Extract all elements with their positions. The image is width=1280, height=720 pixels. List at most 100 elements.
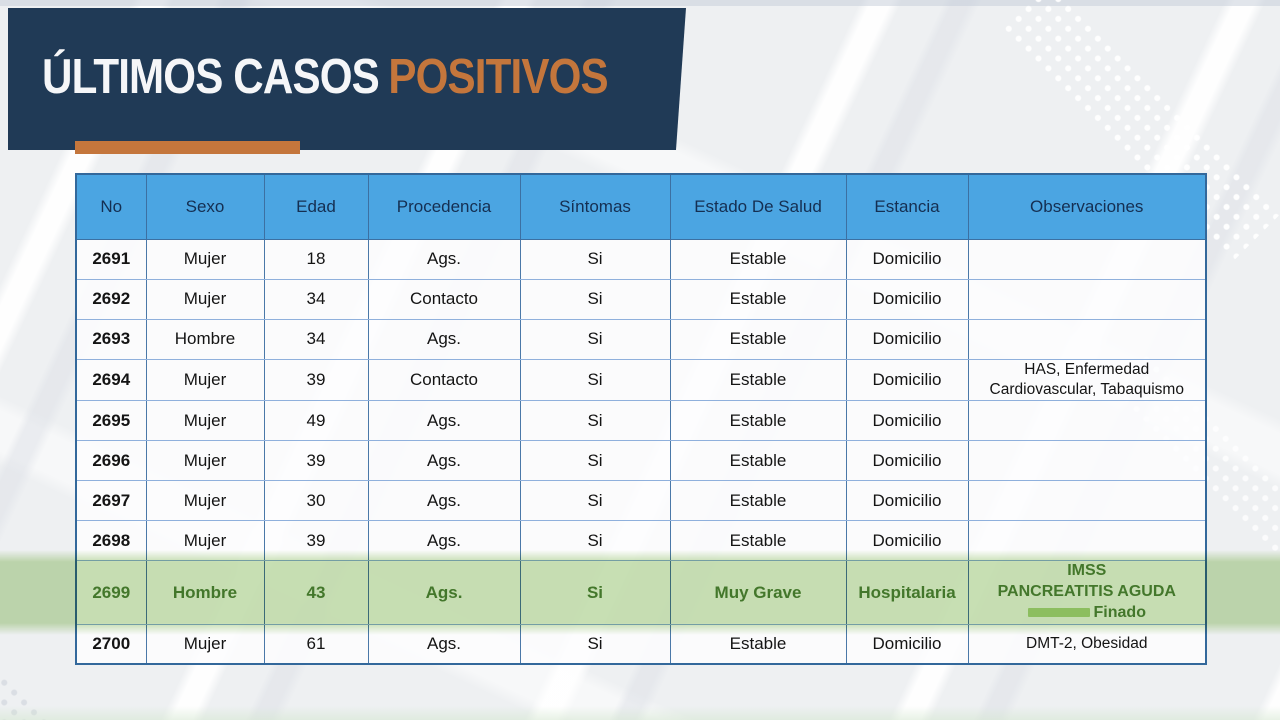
cell-edad: 30: [263, 480, 369, 522]
cell-estancia: Hospitalaria: [845, 560, 969, 625]
observaciones-line: Finado: [973, 603, 1202, 624]
cell-estado-de-salud: Estable: [669, 238, 847, 280]
cell-sintomas: Si: [519, 400, 671, 442]
cell-sintomas: Si: [519, 560, 671, 625]
cell-sexo: Mujer: [145, 480, 265, 522]
observaciones-text: Finado: [1093, 604, 1146, 621]
cell-sintomas: Si: [519, 520, 671, 562]
cell-edad: 39: [263, 358, 369, 402]
cell-estancia: Domicilio: [845, 440, 969, 482]
cell-sintomas: Si: [519, 480, 671, 522]
cell-estancia: Domicilio: [845, 623, 969, 665]
table-row-2692: 2692 Mujer 34 Contacto Si Estable Domicilio: [75, 278, 1207, 320]
cell-sintomas: Si: [519, 440, 671, 482]
cell-estancia: Domicilio: [845, 480, 969, 522]
column-header-2: Edad: [263, 173, 369, 240]
column-header-3: Procedencia: [367, 173, 521, 240]
cell-no: 2697: [75, 480, 147, 522]
table-row-2691: 2691 Mujer 18 Ags. Si Estable Domicilio: [75, 238, 1207, 280]
cell-observaciones: [967, 480, 1207, 522]
page-title: ÚLTIMOS CASOS POSITIVOS: [42, 53, 608, 102]
table-row-2699: 2699 Hombre 43 Ags. Si Muy Grave Hospitalaria I…: [75, 560, 1207, 625]
cell-sexo: Mujer: [145, 400, 265, 442]
cell-no: 2691: [75, 238, 147, 280]
cell-procedencia: Ags.: [367, 560, 521, 625]
top-edge-strip: [0, 0, 1280, 6]
cell-observaciones: [967, 318, 1207, 360]
cell-sintomas: Si: [519, 358, 671, 402]
cell-estancia: Domicilio: [845, 400, 969, 442]
cell-observaciones: [967, 440, 1207, 482]
cell-procedencia: Contacto: [367, 278, 521, 320]
cell-procedencia: Ags.: [367, 440, 521, 482]
cell-observaciones: [967, 238, 1207, 280]
cell-no: 2694: [75, 358, 147, 402]
cell-procedencia: Contacto: [367, 358, 521, 402]
cell-estancia: Domicilio: [845, 278, 969, 320]
title-text-accent: POSITIVOS: [388, 49, 608, 104]
table-header: No Sexo Edad Procedencia Síntomas Estado De S…: [75, 173, 1207, 240]
cell-sexo: Mujer: [145, 278, 265, 320]
cell-edad: 18: [263, 238, 369, 280]
observaciones-line: HAS, Enfermedad: [973, 360, 1202, 380]
cell-no: 2698: [75, 520, 147, 562]
cell-sexo: Mujer: [145, 520, 265, 562]
bottom-edge-tint: [0, 706, 1280, 720]
cell-no: 2693: [75, 318, 147, 360]
table-row-2693: 2693 Hombre 34 Ags. Si Estable Domicilio: [75, 318, 1207, 360]
cell-edad: 49: [263, 400, 369, 442]
table-row-2694: 2694 Mujer 39 Contacto Si Estable Domicilio HAS…: [75, 358, 1207, 402]
cell-edad: 43: [263, 560, 369, 625]
cell-sexo: Mujer: [145, 623, 265, 665]
table-row-2697: 2697 Mujer 30 Ags. Si Estable Domicilio: [75, 480, 1207, 522]
cell-estancia: Domicilio: [845, 318, 969, 360]
title-text-primary: ÚLTIMOS CASOS: [42, 49, 379, 104]
cell-observaciones: [967, 520, 1207, 562]
column-header-4: Síntomas: [519, 173, 671, 240]
cell-observaciones: DMT-2, Obesidad: [967, 623, 1207, 665]
cell-sexo: Hombre: [145, 318, 265, 360]
cell-procedencia: Ags.: [367, 318, 521, 360]
cell-no: 2700: [75, 623, 147, 665]
cell-no: 2695: [75, 400, 147, 442]
cell-procedencia: Ags.: [367, 400, 521, 442]
cell-procedencia: Ags.: [367, 520, 521, 562]
cell-observaciones: IMSS PANCREATITIS AGUDA Finado: [967, 560, 1207, 625]
observaciones-line: Cardiovascular, Tabaquismo: [973, 380, 1202, 400]
observaciones-line: IMSS: [973, 561, 1202, 582]
cell-estado-de-salud: Estable: [669, 480, 847, 522]
cell-estado-de-salud: Estable: [669, 440, 847, 482]
table-row-2698: 2698 Mujer 39 Ags. Si Estable Domicilio: [75, 520, 1207, 562]
cell-edad: 34: [263, 318, 369, 360]
cell-edad: 34: [263, 278, 369, 320]
cell-estancia: Domicilio: [845, 238, 969, 280]
table-row-2696: 2696 Mujer 39 Ags. Si Estable Domicilio: [75, 440, 1207, 482]
cell-estado-de-salud: Estable: [669, 358, 847, 402]
cell-sexo: Hombre: [145, 560, 265, 625]
cell-edad: 39: [263, 520, 369, 562]
table-row-2700: 2700 Mujer 61 Ags. Si Estable Domicilio DMT-2, …: [75, 623, 1207, 665]
cases-table-wrap: No Sexo Edad Procedencia Síntomas Estado De S…: [75, 173, 1207, 666]
cases-table: No Sexo Edad Procedencia Síntomas Estado De S…: [75, 173, 1207, 666]
column-header-1: Sexo: [145, 173, 265, 240]
cell-no: 2699: [75, 560, 147, 625]
observaciones-text: HAS, Enfermedad: [1024, 360, 1150, 378]
cell-estado-de-salud: Estable: [669, 400, 847, 442]
observaciones-text: Cardiovascular, Tabaquismo: [989, 380, 1184, 398]
cell-no: 2692: [75, 278, 147, 320]
cell-sintomas: Si: [519, 623, 671, 665]
cell-no: 2696: [75, 440, 147, 482]
cell-procedencia: Ags.: [367, 480, 521, 522]
column-header-7: Observaciones: [967, 173, 1207, 240]
column-header-0: No: [75, 173, 147, 240]
cell-sintomas: Si: [519, 318, 671, 360]
cell-procedencia: Ags.: [367, 623, 521, 665]
cell-estado-de-salud: Estable: [669, 623, 847, 665]
cell-estado-de-salud: Estable: [669, 520, 847, 562]
observaciones-line: PANCREATITIS AGUDA: [973, 582, 1202, 603]
observaciones-line: DMT-2, Obesidad: [973, 634, 1202, 654]
cell-sexo: Mujer: [145, 358, 265, 402]
observaciones-text: DMT-2, Obesidad: [1026, 634, 1148, 652]
cell-edad: 61: [263, 623, 369, 665]
